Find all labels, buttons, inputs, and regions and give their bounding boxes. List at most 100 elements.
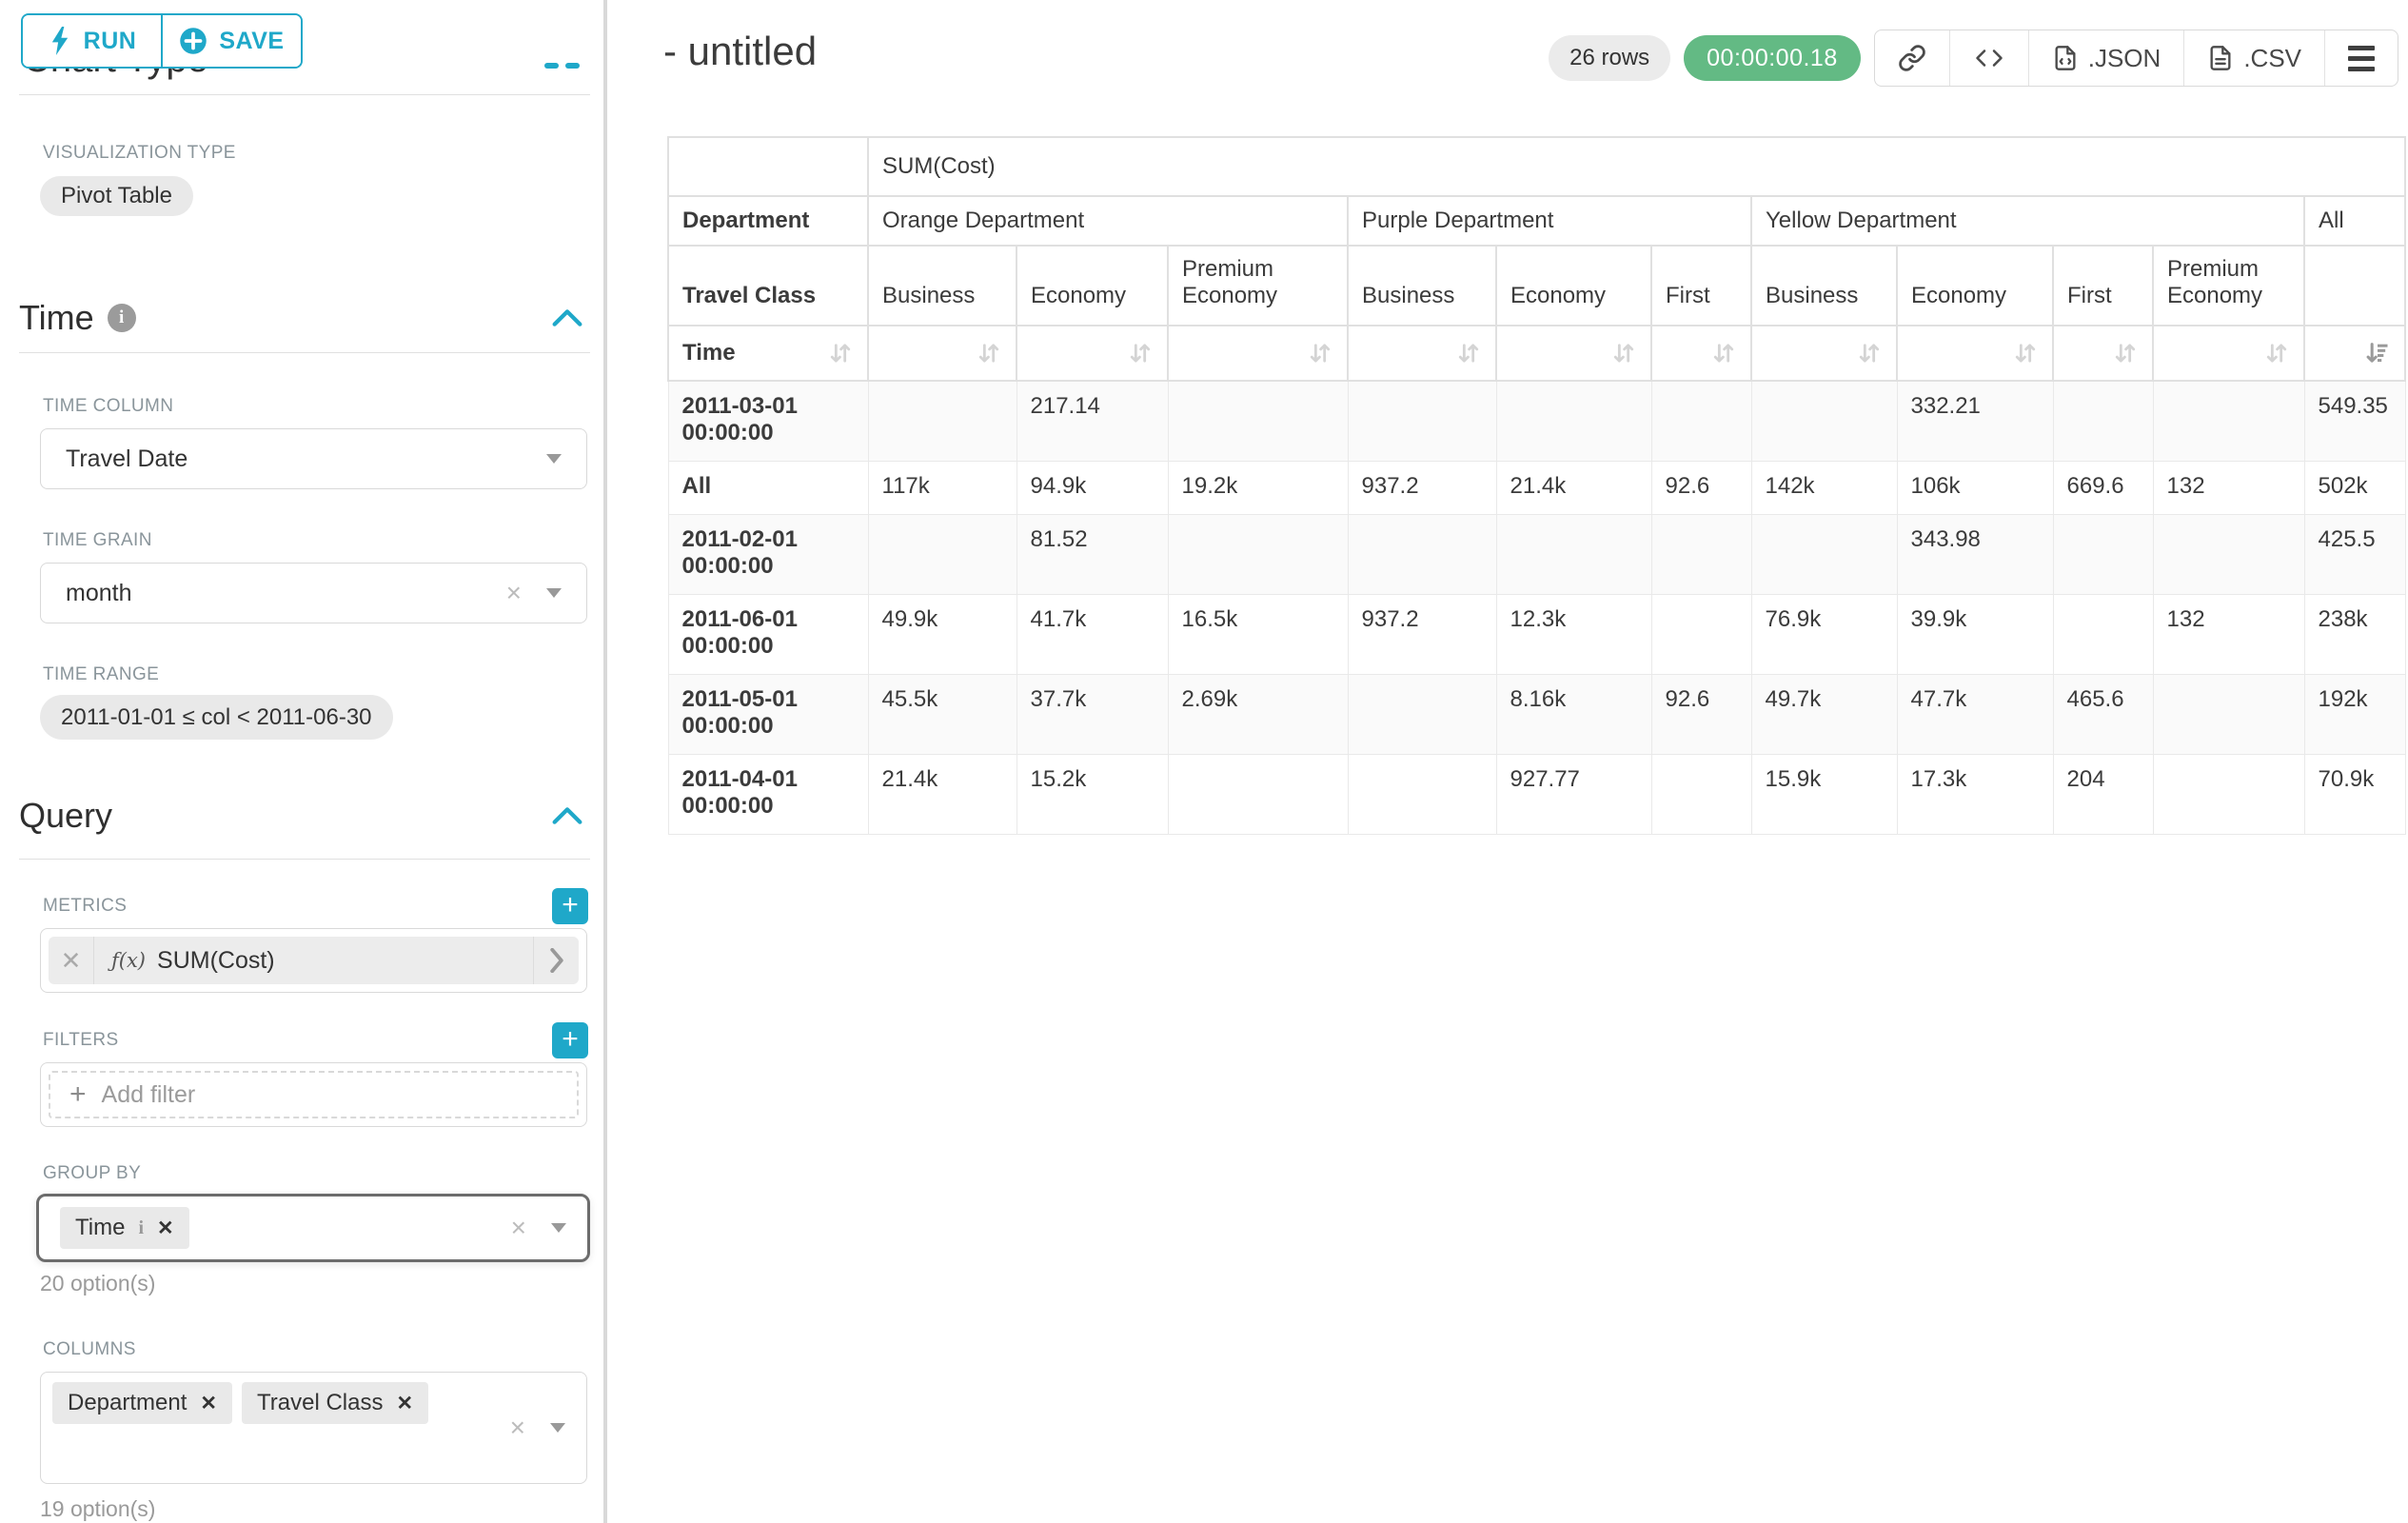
export-csv-button[interactable]: .CSV: [2183, 30, 2324, 86]
column-sort-cell[interactable]: [2152, 325, 2305, 382]
sorted-column-sort-cell[interactable]: [2303, 325, 2406, 382]
sort-icon[interactable]: [1710, 340, 1737, 366]
time-row-header: 2011-05-01 00:00:00: [667, 673, 869, 755]
embed-code-button[interactable]: [1948, 30, 2028, 86]
field-tag[interactable]: Department ✕: [52, 1382, 232, 1424]
pivot-table: SUM(Cost) Department Orange Department Purp…: [667, 136, 2406, 835]
remove-tag-icon[interactable]: ✕: [396, 1392, 414, 1414]
travel-class-header: Economy: [1016, 245, 1169, 326]
time-column-select[interactable]: Travel Date: [40, 428, 587, 489]
pivot-value-cell: 549.35: [2303, 380, 2406, 462]
clear-icon[interactable]: ×: [510, 1213, 526, 1242]
save-button[interactable]: SAVE: [161, 15, 301, 67]
column-sort-cell[interactable]: [1650, 325, 1752, 382]
share-link-button[interactable]: [1875, 30, 1949, 86]
column-sort-cell[interactable]: [1750, 325, 1898, 382]
visualization-type-pill[interactable]: Pivot Table: [40, 176, 193, 216]
sort-icon[interactable]: [1610, 340, 1637, 366]
plus-icon: +: [69, 1078, 87, 1110]
pivot-corner-cell: [667, 136, 869, 197]
metric-pill[interactable]: ✕ ƒ(x) SUM(Cost): [49, 937, 579, 984]
sort-descending-icon[interactable]: [2364, 340, 2391, 366]
pivot-value-cell: 937.2: [1347, 593, 1497, 675]
sort-icon[interactable]: [2012, 340, 2039, 366]
department-group-header: Purple Department: [1347, 195, 1752, 247]
column-sort-cell[interactable]: [1347, 325, 1497, 382]
travel-class-header: [2303, 245, 2406, 326]
metrics-box: ✕ ƒ(x) SUM(Cost): [40, 928, 587, 993]
add-filter-dropzone[interactable]: + Add filter: [49, 1071, 579, 1118]
pivot-value-cell: [2052, 593, 2154, 675]
row-count-badge: 26 rows: [1549, 35, 1671, 81]
field-tag[interactable]: Travel Class ✕: [242, 1382, 429, 1424]
column-sort-cell[interactable]: [2052, 325, 2154, 382]
column-sort-cell[interactable]: [1495, 325, 1652, 382]
travel-class-header: Economy: [1896, 245, 2054, 326]
chevron-down-icon: [546, 588, 562, 598]
pivot-value-cell: [1750, 380, 1898, 462]
columns-select[interactable]: Department ✕ Travel Class ✕ ×: [40, 1372, 587, 1484]
time-range-pill[interactable]: 2011-01-01 ≤ col < 2011-06-30: [40, 695, 393, 740]
chart-header-toolbar: 26 rows 00:00:00.18 .JSON: [1549, 30, 2398, 87]
sort-icon[interactable]: [1856, 340, 1883, 366]
field-tag[interactable]: Time i ✕: [60, 1207, 189, 1249]
chevron-up-icon[interactable]: [552, 806, 582, 825]
pivot-value-cell: [2152, 753, 2305, 835]
sort-icon[interactable]: [1455, 340, 1482, 366]
pivot-value-cell: 927.77: [1495, 753, 1652, 835]
pivot-value-cell: 937.2: [1347, 460, 1497, 515]
add-metric-button[interactable]: +: [552, 888, 588, 924]
add-filter-button[interactable]: +: [552, 1022, 588, 1058]
time-grain-select[interactable]: month ×: [40, 563, 587, 623]
pivot-value-cell: [1650, 513, 1752, 595]
divider: [19, 352, 590, 353]
pivot-value-cell: [1347, 673, 1497, 755]
time-row-header: 2011-06-01 00:00:00: [667, 593, 869, 675]
info-icon[interactable]: i: [107, 304, 136, 332]
run-button[interactable]: RUN: [23, 15, 161, 67]
pivot-value-cell: 47.7k: [1896, 673, 2054, 755]
pivot-value-cell: [1167, 753, 1349, 835]
sort-icon[interactable]: [1127, 340, 1154, 366]
sort-icon[interactable]: [976, 340, 1002, 366]
sort-icon[interactable]: [2263, 340, 2290, 366]
pivot-value-cell: 15.9k: [1750, 753, 1898, 835]
time-range-value: 2011-01-01 ≤ col < 2011-06-30: [61, 703, 372, 730]
travel-class-axis-label: Travel Class: [667, 245, 869, 326]
column-sort-cell[interactable]: [1896, 325, 2054, 382]
column-sort-cell[interactable]: [1016, 325, 1169, 382]
pivot-value-cell: 76.9k: [1750, 593, 1898, 675]
function-icon: ƒ(x): [111, 949, 147, 972]
pivot-value-cell: [1750, 513, 1898, 595]
chevron-right-icon[interactable]: [533, 937, 579, 984]
sort-icon[interactable]: [1307, 340, 1333, 366]
chevron-up-icon[interactable]: [552, 308, 582, 327]
pivot-row: 2011-02-01 00:00:00 81.52 343.98 425.5: [667, 513, 2406, 595]
sort-icon[interactable]: [827, 340, 854, 366]
hamburger-icon: [2348, 45, 2375, 71]
run-save-button-group: RUN SAVE: [21, 13, 303, 69]
pivot-value-cell: 70.9k: [2303, 753, 2406, 835]
travel-class-header: Premium Economy: [2152, 245, 2305, 326]
more-menu-button[interactable]: [2324, 30, 2398, 86]
remove-tag-icon[interactable]: ✕: [157, 1216, 174, 1239]
chart-title[interactable]: - untitled: [663, 29, 818, 73]
clear-icon[interactable]: ×: [509, 1413, 525, 1442]
remove-metric-icon[interactable]: ✕: [49, 937, 94, 984]
column-sort-cell[interactable]: [867, 325, 1017, 382]
export-json-button[interactable]: .JSON: [2027, 30, 2184, 86]
pivot-value-cell: [1650, 380, 1752, 462]
sort-icon[interactable]: [2112, 340, 2139, 366]
info-icon[interactable]: i: [138, 1216, 145, 1238]
pivot-value-cell: 21.4k: [867, 753, 1017, 835]
group-by-select[interactable]: Time i ✕ ×: [36, 1194, 590, 1262]
scrolled-tab-indicator: [544, 63, 559, 69]
column-sort-cell[interactable]: [1167, 325, 1349, 382]
sidebar-scrollbar[interactable]: [603, 0, 607, 1523]
pivot-value-cell: 8.16k: [1495, 673, 1652, 755]
columns-tags: Department ✕ Travel Class ✕: [52, 1382, 429, 1424]
remove-tag-icon[interactable]: ✕: [200, 1392, 217, 1414]
travel-class-header: First: [2052, 245, 2154, 326]
time-axis-sort-cell[interactable]: Time: [667, 325, 869, 382]
clear-icon[interactable]: ×: [505, 578, 522, 607]
